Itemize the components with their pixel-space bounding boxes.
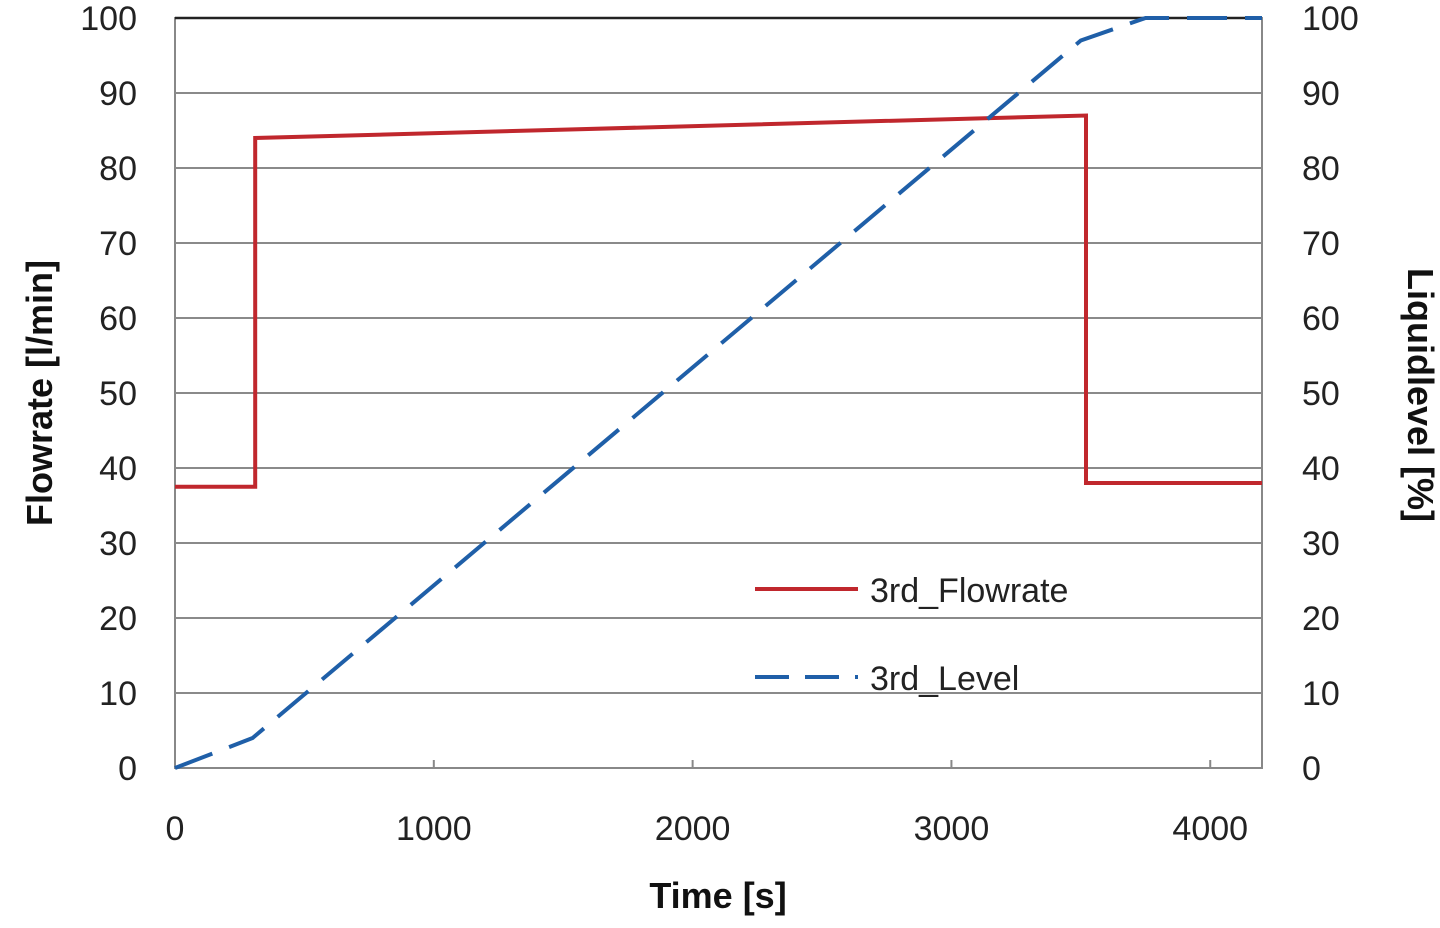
right-tick-label: 80: [1302, 150, 1340, 188]
x-axis-tick-labels: 0 1000 2000 3000 4000: [166, 810, 1249, 848]
left-axis-tick-labels: 0 10 20 30 40 50 60 70 80 90 100: [80, 0, 137, 788]
legend-label-level: 3rd_Level: [870, 660, 1019, 698]
left-tick-label: 100: [80, 0, 137, 38]
right-tick-label: 70: [1302, 225, 1340, 263]
right-tick-label: 40: [1302, 450, 1340, 488]
right-tick-label: 30: [1302, 525, 1340, 563]
right-tick-label: 20: [1302, 600, 1340, 638]
right-tick-label: 50: [1302, 375, 1340, 413]
left-axis-title: Flowrate [l/min]: [19, 260, 60, 526]
right-tick-label: 60: [1302, 300, 1340, 338]
left-tick-label: 10: [99, 675, 137, 713]
right-tick-label: 10: [1302, 675, 1340, 713]
series-line-level: [174, 16, 1262, 770]
gridlines: [175, 16, 1262, 694]
left-tick-label: 90: [99, 75, 137, 113]
right-axis-title: Liquidlevel [%]: [1400, 268, 1440, 522]
left-tick-label: 80: [99, 150, 137, 188]
x-tick-label: 1000: [396, 810, 472, 848]
left-tick-label: 40: [99, 450, 137, 488]
x-tick-label: 3000: [914, 810, 990, 848]
series-line-flowrate: [175, 113, 1262, 489]
right-tick-label: 0: [1302, 750, 1321, 788]
left-tick-label: 0: [118, 750, 137, 788]
x-axis-title: Time [s]: [649, 875, 786, 916]
left-tick-label: 60: [99, 300, 137, 338]
legend-label-flowrate: 3rd_Flowrate: [870, 572, 1068, 610]
series-layer: [174, 16, 1262, 770]
left-tick-label: 20: [99, 600, 137, 638]
left-tick-label: 70: [99, 225, 137, 263]
x-tick-label: 0: [166, 810, 185, 848]
legend: 3rd_Flowrate 3rd_Level: [755, 572, 1068, 698]
left-tick-label: 50: [99, 375, 137, 413]
right-tick-label: 90: [1302, 75, 1340, 113]
x-tick-label: 4000: [1172, 810, 1248, 848]
left-tick-label: 30: [99, 525, 137, 563]
right-axis-tick-labels: 0 10 20 30 40 50 60 70 80 90 100: [1302, 0, 1359, 788]
x-tick-label: 2000: [655, 810, 731, 848]
right-tick-label: 100: [1302, 0, 1359, 38]
